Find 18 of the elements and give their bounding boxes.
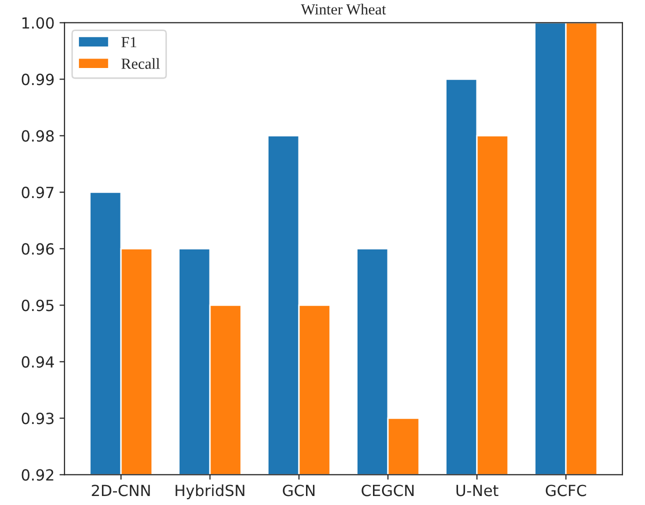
chart-title: Winter Wheat [300,4,386,15]
x-tick-label: GCN [282,484,314,496]
x-tick-label: HybridSN [176,484,244,500]
y-tick-label: 0.96 [22,243,54,255]
y-tick-label: 0.94 [22,356,54,368]
y-tick-label: 0.93 [22,412,54,424]
y-tick-label: 0.95 [22,300,54,312]
x-tick-label: U-Net [456,484,498,496]
y-tick-label: 0.92 [22,469,54,481]
legend-label: Recall [121,58,160,69]
y-tick-label: 0.97 [22,186,54,198]
y-tick-label: 0.99 [22,74,54,86]
legend-label: F1 [121,37,136,48]
x-tick-label: 2D-CNN [92,484,150,496]
x-tick-label: GCFC [546,484,586,496]
y-tick-label: 1.00 [22,17,54,29]
y-tick-label: 0.98 [22,130,54,142]
x-tick-label: CEGCN [362,484,414,496]
